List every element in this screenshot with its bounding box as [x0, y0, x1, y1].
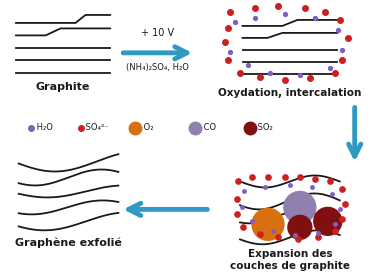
Text: O₂: O₂: [141, 123, 153, 132]
Text: + 10 V: + 10 V: [141, 28, 174, 38]
Text: Graphène exfolié: Graphène exfolié: [15, 237, 122, 248]
Text: SO₄²⁻: SO₄²⁻: [84, 123, 109, 132]
Text: H₂O: H₂O: [34, 123, 52, 132]
Circle shape: [314, 207, 342, 235]
Circle shape: [252, 208, 284, 240]
Text: Graphite: Graphite: [36, 82, 90, 92]
Text: Expansion des
couches de graphite: Expansion des couches de graphite: [230, 249, 350, 271]
Text: Oxydation, intercalation: Oxydation, intercalation: [218, 88, 362, 98]
Text: (NH₄)₂SO₄, H₂O: (NH₄)₂SO₄, H₂O: [126, 63, 189, 72]
Circle shape: [288, 216, 312, 239]
Circle shape: [284, 191, 316, 223]
Text: CO: CO: [201, 123, 216, 132]
Text: SO₂: SO₂: [256, 123, 273, 132]
